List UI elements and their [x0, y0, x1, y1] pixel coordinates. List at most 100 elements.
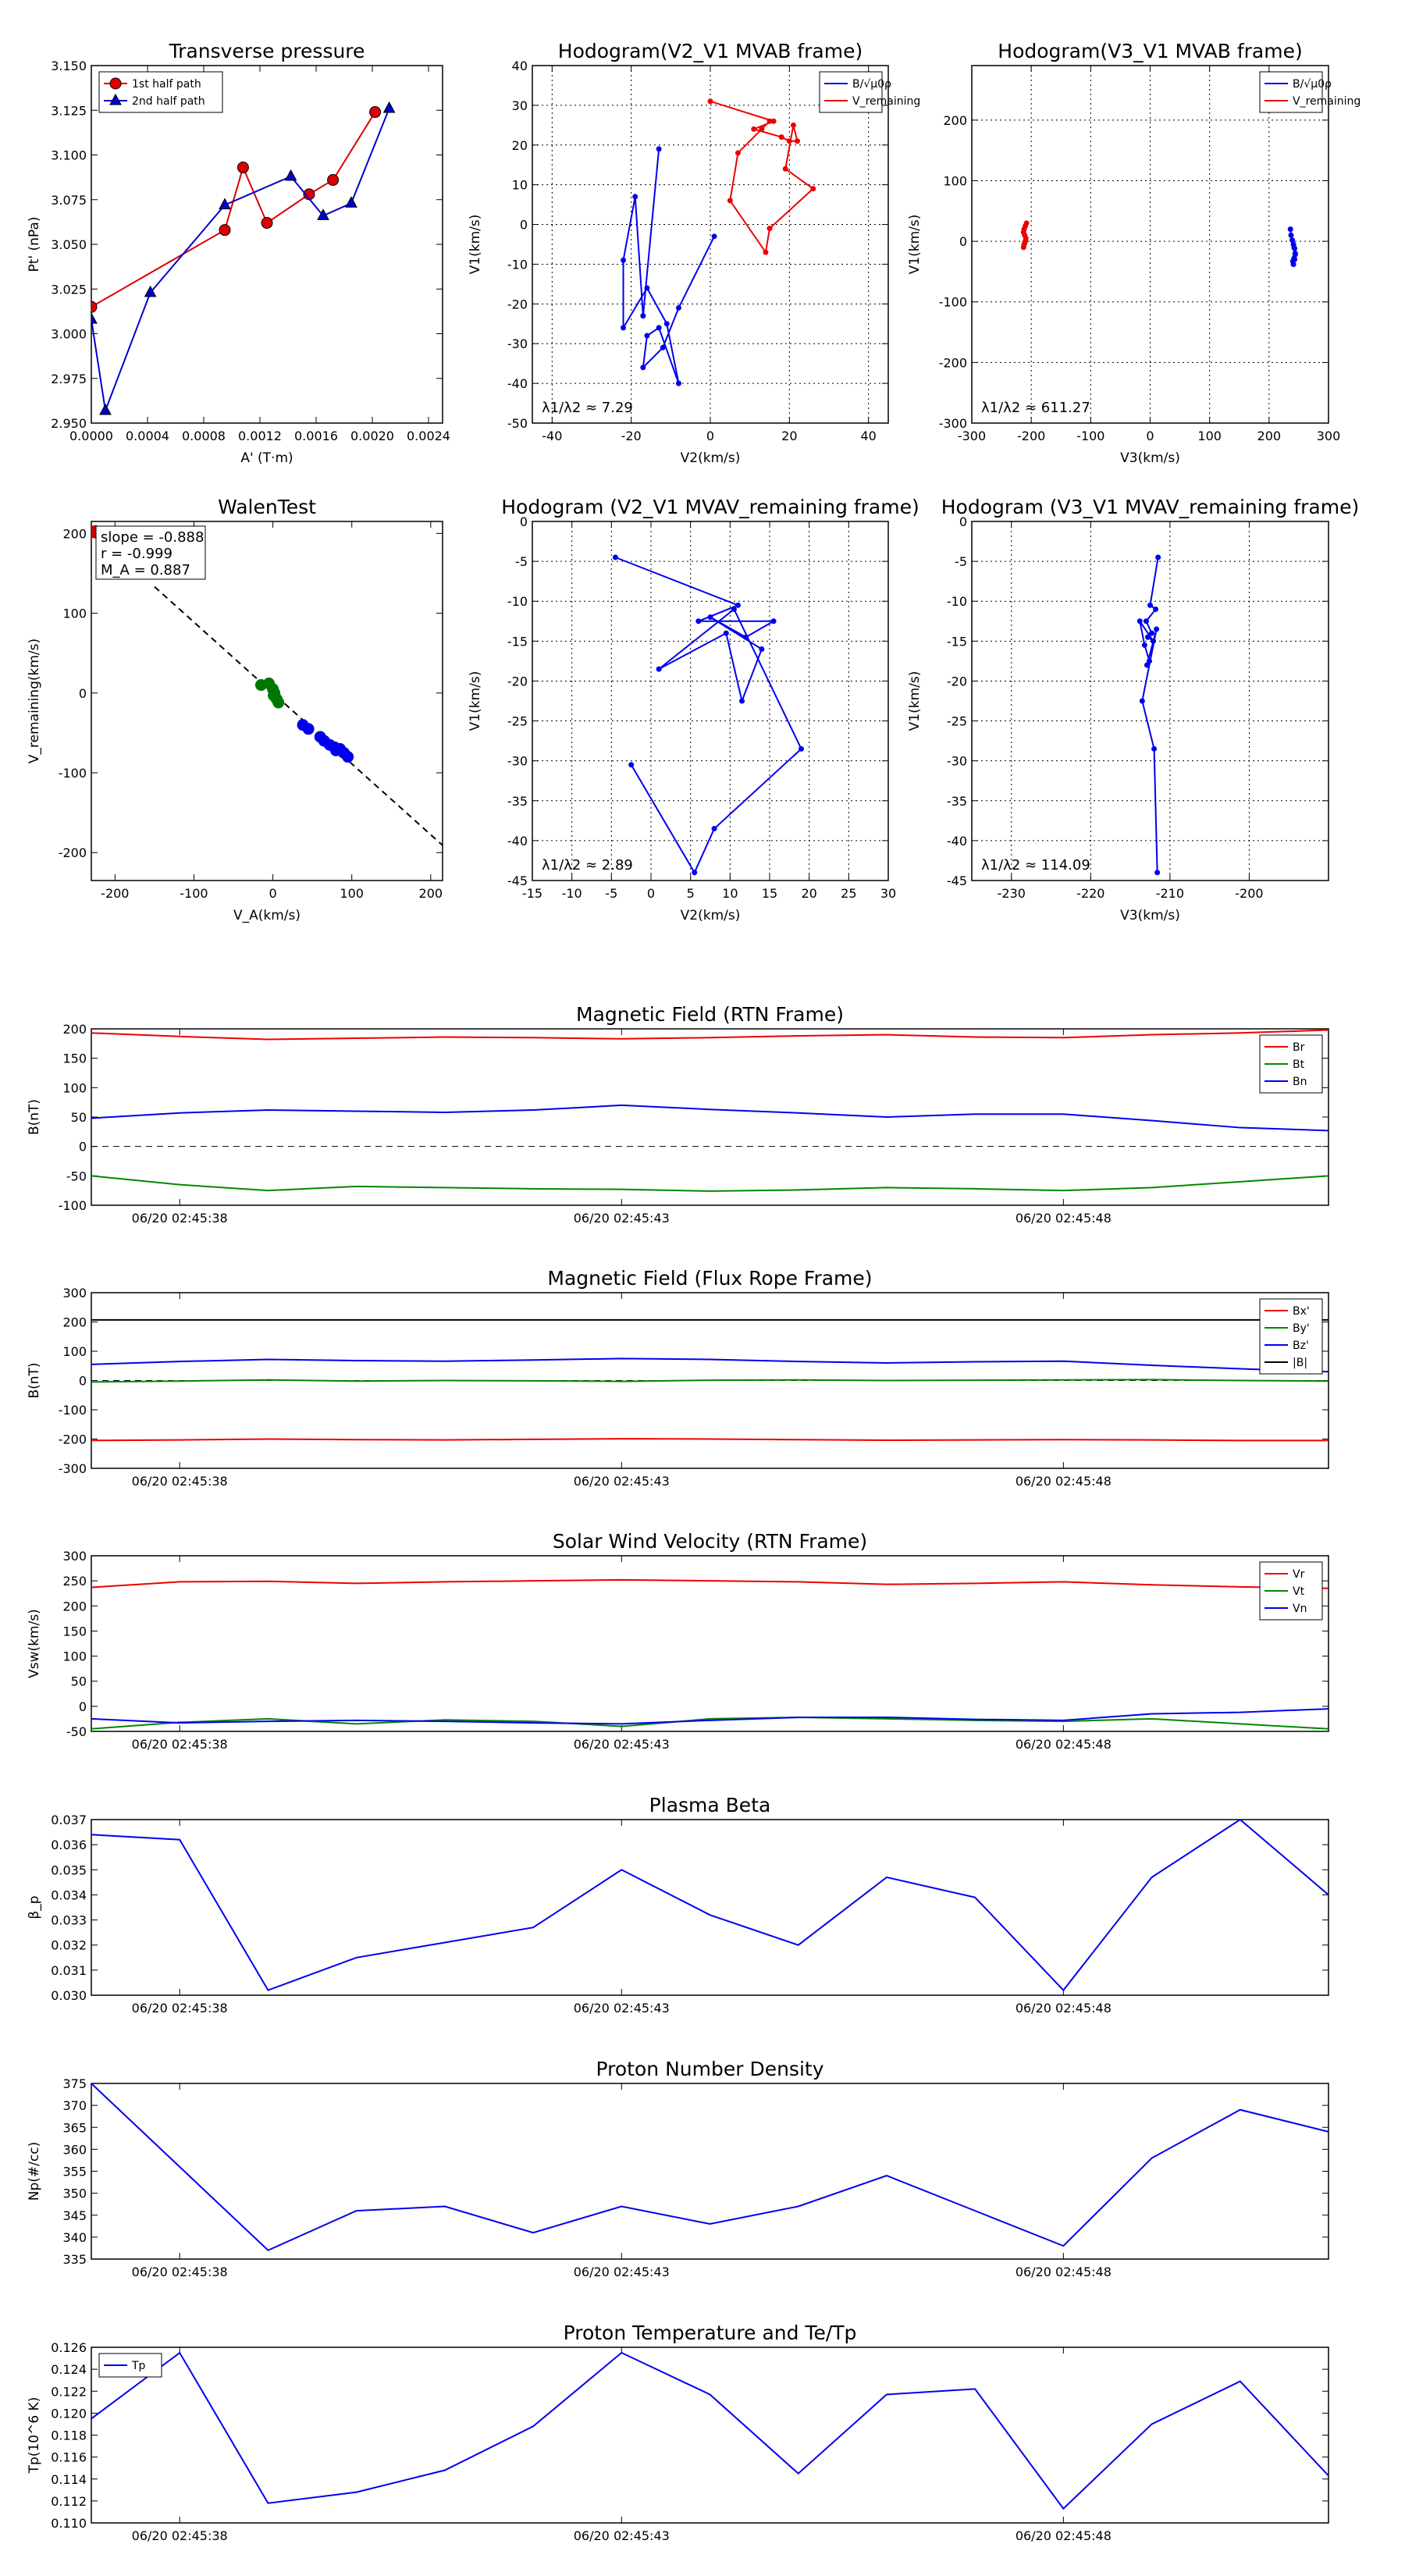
- x-tick-label: 30: [880, 886, 896, 901]
- chart-solar_wind_velocity: -50 0 50 100 150 200 250 300 06/20 02:45:38 06/20…: [27, 1530, 1329, 1752]
- chart-hodogram_v2v1_mvav: -45 -40 -35 -30 -25 -20 -15 -10 -5 0 -15 -10 -5 0 5 10 1…: [468, 496, 919, 923]
- data-point-v: [731, 606, 737, 612]
- x-tick-label: -300: [958, 429, 986, 443]
- y-tick-label: 375: [62, 2076, 87, 2091]
- data-point-b-0-: [1289, 237, 1296, 244]
- data-point-b-0-: [632, 194, 638, 200]
- data-point-v-remaining: [794, 138, 800, 144]
- x-tick-label: 06/20 02:45:48: [1016, 2265, 1112, 2279]
- y-tick-label: 0.122: [51, 2384, 87, 2399]
- data-point-b-0-: [621, 257, 627, 263]
- legend-label: Vn: [1293, 1603, 1307, 1615]
- y-tick-label: -5: [515, 554, 528, 569]
- x-tick-label: -210: [1156, 886, 1184, 901]
- y-tick-label: -45: [947, 873, 967, 888]
- x-tick-label: 100: [340, 886, 364, 901]
- chart-title: Hodogram(V3_V1 MVAB frame): [998, 40, 1302, 62]
- series-line-beta: [91, 1820, 1329, 1992]
- data-point-b-0-: [1292, 256, 1298, 262]
- legend: 1st half path 2nd half path: [98, 71, 223, 113]
- data-point-v: [1151, 638, 1157, 644]
- y-tick-label: 150: [62, 1624, 87, 1638]
- data-point-v: [770, 618, 777, 624]
- data-point-v-remaining: [782, 165, 788, 172]
- y-tick-label: 10: [512, 178, 528, 193]
- data-point-b-0-: [640, 313, 646, 319]
- legend-box: [1259, 71, 1323, 113]
- data-point-v-remaining: [778, 134, 784, 141]
- y-tick-label: -300: [59, 1461, 87, 1476]
- y-axis-label: V1(km/s): [907, 215, 923, 275]
- chart-proton_temperature: 0.110 0.112 0.114 0.116 0.118 0.120 0.122 0.124…: [27, 2322, 1329, 2543]
- x-tick-label: 0: [706, 429, 714, 443]
- y-tick-label: -35: [947, 794, 967, 809]
- y-tick-label: 300: [62, 1286, 87, 1300]
- y-tick-label: 50: [71, 1110, 87, 1125]
- plot-frame: [532, 521, 889, 881]
- chart-title: Magnetic Field (Flux Rope Frame): [547, 1267, 872, 1290]
- legend-label: V_remaining: [852, 95, 920, 108]
- y-tick-label: 0.118: [51, 2428, 87, 2443]
- y-tick-label: 0: [959, 514, 967, 529]
- series-line-tp: [91, 2351, 1329, 2510]
- data-point-v: [656, 666, 662, 672]
- y-tick-label: 0.030: [51, 1988, 87, 2003]
- y-tick-label: 0.036: [51, 1838, 87, 1852]
- legend: B/√μ0ρ V_remaining: [1259, 71, 1361, 113]
- data-point-v: [1139, 698, 1145, 704]
- x-tick-label: 200: [1257, 429, 1282, 443]
- x-tick-label: -230: [998, 886, 1026, 901]
- data-point-v: [1146, 658, 1152, 664]
- legend: Tp: [98, 2353, 162, 2378]
- x-tick-label: 0.0012: [238, 429, 282, 443]
- y-tick-label: 0: [520, 218, 528, 233]
- data-point-b-0-: [644, 333, 650, 339]
- y-tick-label: 3.125: [51, 103, 87, 118]
- x-tick-label: 06/20 02:45:48: [1016, 1737, 1112, 1752]
- y-axis-label: V_remaining(km/s): [27, 639, 42, 763]
- plot-frame: [91, 1555, 1329, 1732]
- x-tick-label: -200: [1235, 886, 1263, 901]
- y-axis-label: β_p: [27, 1895, 42, 1919]
- x-axis-label: A' (T·m): [240, 450, 293, 466]
- plot-frame: [91, 521, 443, 881]
- y-tick-label: 0.120: [51, 2406, 87, 2421]
- x-tick-label: 06/20 02:45:38: [132, 2265, 228, 2279]
- y-tick-label: -10: [507, 594, 528, 609]
- legend: Bx' By' Bz' |B|: [1259, 1298, 1323, 1375]
- y-tick-label: 30: [512, 98, 528, 113]
- y-axis-label: Vsw(km/s): [27, 1609, 42, 1678]
- x-tick-label: -40: [542, 429, 562, 443]
- data-point-b-0-: [621, 325, 627, 331]
- y-tick-label: 0.114: [51, 2472, 87, 2487]
- data-point-v: [1149, 630, 1155, 636]
- chart-hodogram_v3v1_mvav: -45 -40 -35 -30 -25 -20 -15 -10 -5 0 -230 -220 -210 -…: [907, 496, 1359, 923]
- legend-label: 2nd half path: [132, 95, 205, 108]
- y-axis-label: V1(km/s): [907, 671, 923, 731]
- y-tick-label: -5: [955, 554, 967, 569]
- data-point-1st-half-path: [327, 174, 340, 187]
- data-point-v: [759, 646, 765, 653]
- x-tick-label: 06/20 02:45:38: [132, 1474, 228, 1489]
- data-point-b-0-: [644, 285, 650, 291]
- y-tick-label: 2.975: [51, 372, 87, 386]
- y-axis-label: V1(km/s): [468, 215, 483, 275]
- data-point-b-0-: [1287, 226, 1293, 233]
- y-tick-label: -300: [939, 416, 967, 431]
- x-tick-label: 0.0004: [126, 429, 169, 443]
- y-tick-label: -200: [59, 845, 87, 860]
- x-tick-label: 06/20 02:45:43: [574, 1737, 670, 1752]
- data-point-v-remaining: [727, 197, 733, 204]
- x-tick-label: -10: [562, 886, 582, 901]
- y-tick-label: 250: [62, 1574, 87, 1589]
- legend-label: Tp: [131, 2360, 146, 2372]
- y-tick-label: 350: [62, 2186, 87, 2201]
- y-tick-label: 3.000: [51, 327, 87, 342]
- x-tick-label: 06/20 02:45:48: [1016, 1474, 1112, 1489]
- data-point-v: [743, 634, 749, 640]
- data-point-v-remaining: [790, 122, 796, 128]
- x-tick-label: -20: [621, 429, 642, 443]
- y-axis-label: B(nT): [27, 1362, 42, 1398]
- data-point-1st-half-path: [91, 301, 98, 313]
